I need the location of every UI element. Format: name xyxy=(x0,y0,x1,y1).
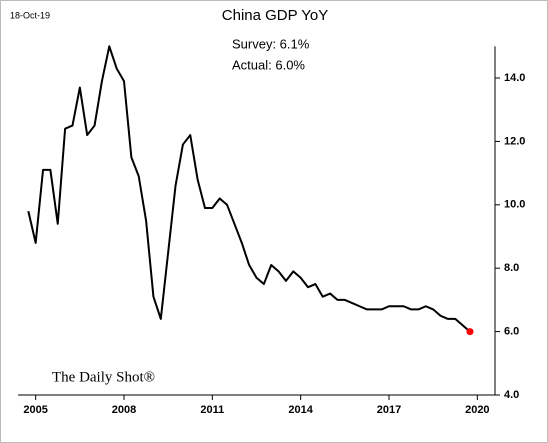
x-tick-label: 2017 xyxy=(377,404,401,416)
y-tick-label: 8.0 xyxy=(504,262,519,274)
line xyxy=(27,45,471,333)
x-tick-label: 2014 xyxy=(288,404,313,416)
x-tick-label: 2008 xyxy=(112,404,136,416)
y-tick-label: 6.0 xyxy=(504,326,519,338)
y-tick-label: 14.0 xyxy=(504,72,525,84)
annotation: Survey: 6.1% xyxy=(232,36,310,51)
x-tick-label: 2005 xyxy=(23,404,47,416)
y-tick-label: 4.0 xyxy=(504,389,519,401)
watermark: The Daily Shot® xyxy=(52,369,155,385)
x-tick-label: 2011 xyxy=(200,404,224,416)
y-tick-label: 12.0 xyxy=(504,135,525,147)
annotation: Actual: 6.0% xyxy=(232,57,305,72)
x-tick-label: 2020 xyxy=(465,404,489,416)
date: 18-Oct-19 xyxy=(10,10,50,20)
last-point xyxy=(466,328,474,336)
chart-title: China GDP YoY xyxy=(222,7,328,24)
y-tick-label: 10.0 xyxy=(504,199,525,211)
